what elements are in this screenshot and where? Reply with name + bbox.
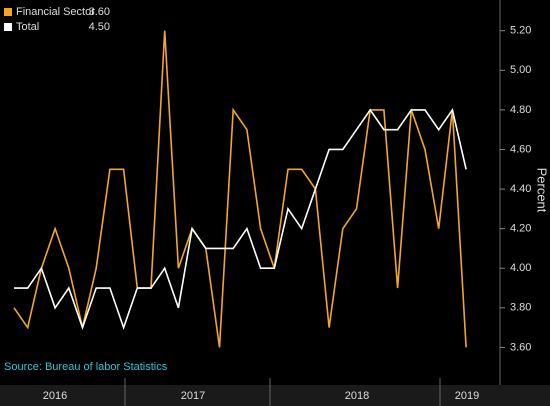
y-tick-label: 5.00 xyxy=(510,64,531,76)
x-tick-label: 2019 xyxy=(455,390,479,402)
y-tick-label: 4.60 xyxy=(510,143,531,155)
x-axis-strip xyxy=(0,385,550,406)
x-tick-label: 2018 xyxy=(345,390,369,402)
y-tick-label: 4.20 xyxy=(510,223,531,235)
x-tick-label: 2016 xyxy=(43,390,67,402)
x-tick-label: 2017 xyxy=(181,390,205,402)
y-tick-label: 3.60 xyxy=(510,341,531,353)
legend-value: 3.60 xyxy=(89,6,110,18)
legend-label: Total xyxy=(16,21,39,33)
legend-swatch xyxy=(4,8,12,16)
y-axis-label: Percent xyxy=(535,168,550,213)
legend-swatch xyxy=(4,23,12,31)
y-tick-label: 4.80 xyxy=(510,104,531,116)
series-line xyxy=(14,107,467,331)
legend-label: Financial Sector xyxy=(16,6,95,18)
y-tick-label: 4.00 xyxy=(510,262,531,274)
y-tick-label: 4.40 xyxy=(510,183,531,195)
source: Source: Bureau of labor Statistics xyxy=(4,361,168,373)
legend-value: 4.50 xyxy=(89,21,110,33)
y-tick-label: 5.20 xyxy=(510,25,531,37)
series-line xyxy=(13,30,467,348)
y-tick-label: 3.80 xyxy=(510,302,531,314)
